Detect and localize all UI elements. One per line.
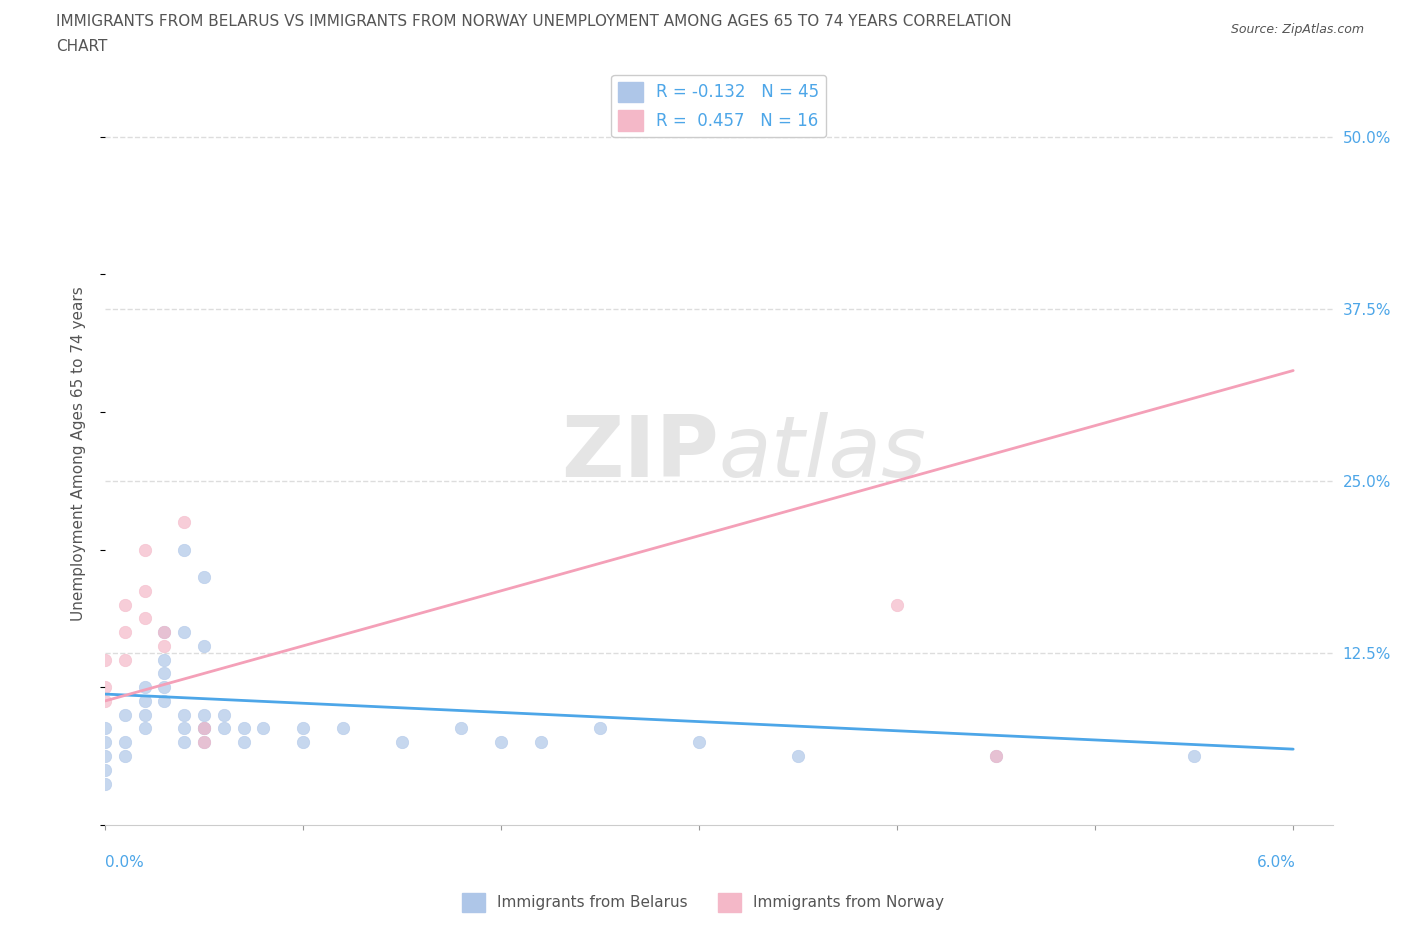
Point <box>984 749 1007 764</box>
Point <box>173 735 195 750</box>
Point <box>173 721 195 736</box>
Point <box>984 749 1007 764</box>
Point <box>114 652 136 667</box>
Point <box>212 708 235 723</box>
Point <box>232 735 254 750</box>
Point <box>292 735 315 750</box>
Point <box>193 721 215 736</box>
Point <box>886 597 908 612</box>
Point <box>153 639 176 654</box>
Point <box>134 583 156 598</box>
Point <box>94 735 117 750</box>
Point <box>114 708 136 723</box>
Text: 6.0%: 6.0% <box>1257 855 1296 870</box>
Point <box>94 694 117 709</box>
Point <box>1182 749 1205 764</box>
Point <box>193 708 215 723</box>
Point <box>173 625 195 640</box>
Point <box>193 721 215 736</box>
Point <box>153 625 176 640</box>
Point <box>589 721 612 736</box>
Point <box>134 694 156 709</box>
Point <box>153 652 176 667</box>
Point <box>94 652 117 667</box>
Point <box>114 735 136 750</box>
Legend: R = -0.132   N = 45, R =  0.457   N = 16: R = -0.132 N = 45, R = 0.457 N = 16 <box>612 75 827 138</box>
Point <box>153 666 176 681</box>
Legend: Immigrants from Belarus, Immigrants from Norway: Immigrants from Belarus, Immigrants from… <box>456 887 950 918</box>
Point <box>193 735 215 750</box>
Text: 0.0%: 0.0% <box>105 855 143 870</box>
Point <box>193 735 215 750</box>
Point <box>173 708 195 723</box>
Point <box>134 708 156 723</box>
Text: ZIP: ZIP <box>561 412 718 495</box>
Point <box>391 735 413 750</box>
Point <box>332 721 354 736</box>
Point <box>94 721 117 736</box>
Point <box>114 625 136 640</box>
Point <box>193 721 215 736</box>
Point <box>173 514 195 529</box>
Point <box>94 763 117 777</box>
Text: CHART: CHART <box>56 39 108 54</box>
Point <box>489 735 512 750</box>
Point <box>153 625 176 640</box>
Point <box>153 694 176 709</box>
Point <box>787 749 810 764</box>
Text: IMMIGRANTS FROM BELARUS VS IMMIGRANTS FROM NORWAY UNEMPLOYMENT AMONG AGES 65 TO : IMMIGRANTS FROM BELARUS VS IMMIGRANTS FR… <box>56 14 1012 29</box>
Point <box>292 721 315 736</box>
Point <box>450 721 472 736</box>
Point <box>134 721 156 736</box>
Point <box>193 639 215 654</box>
Point <box>212 721 235 736</box>
Point <box>193 569 215 584</box>
Y-axis label: Unemployment Among Ages 65 to 74 years: Unemployment Among Ages 65 to 74 years <box>72 286 86 620</box>
Point <box>94 749 117 764</box>
Point <box>530 735 553 750</box>
Point <box>134 611 156 626</box>
Point <box>94 777 117 791</box>
Point <box>173 542 195 557</box>
Point <box>153 680 176 695</box>
Point <box>134 680 156 695</box>
Point <box>688 735 710 750</box>
Point <box>114 597 136 612</box>
Text: Source: ZipAtlas.com: Source: ZipAtlas.com <box>1230 23 1364 36</box>
Point <box>114 749 136 764</box>
Point <box>94 680 117 695</box>
Point <box>252 721 274 736</box>
Point <box>134 542 156 557</box>
Point <box>232 721 254 736</box>
Text: atlas: atlas <box>718 412 927 495</box>
